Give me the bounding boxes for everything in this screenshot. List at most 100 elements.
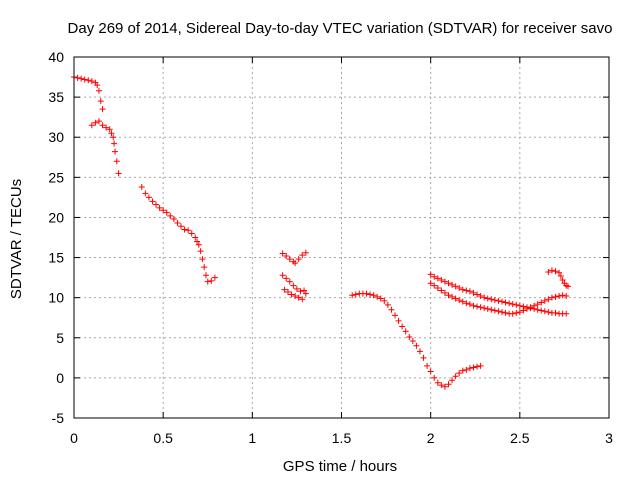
data-point xyxy=(115,170,122,177)
data-point xyxy=(388,306,395,313)
data-point xyxy=(392,312,398,319)
y-axis-label: SDTVAR / TECUs xyxy=(8,179,25,299)
data-point xyxy=(299,296,306,303)
y-tick-label: 15 xyxy=(48,250,64,266)
data-point xyxy=(552,268,559,275)
data-point xyxy=(534,306,541,313)
data-point xyxy=(97,98,104,105)
data-point xyxy=(520,307,527,314)
y-tick-label: 20 xyxy=(48,209,64,225)
data-point xyxy=(103,124,110,131)
data-point xyxy=(456,285,463,292)
data-point xyxy=(409,337,416,344)
data-point xyxy=(204,278,211,285)
data-point xyxy=(178,223,184,230)
data-point xyxy=(381,297,388,304)
data-point xyxy=(85,77,92,84)
data-point xyxy=(441,289,448,296)
data-point xyxy=(495,297,502,304)
y-tick-label: 5 xyxy=(56,330,64,346)
data-point xyxy=(106,126,113,133)
data-point xyxy=(491,307,498,314)
data-point xyxy=(552,293,559,300)
data-point xyxy=(445,381,452,388)
data-point xyxy=(416,348,423,355)
data-point xyxy=(142,190,149,197)
data-point xyxy=(470,289,477,296)
data-point xyxy=(548,267,555,274)
y-tick-label: 35 xyxy=(48,89,64,105)
data-point xyxy=(195,241,202,248)
data-point xyxy=(201,264,208,271)
data-point xyxy=(431,374,438,381)
data-point xyxy=(302,249,309,256)
data-point xyxy=(283,275,290,282)
y-tick-labels: -5 0 5 10 15 20 25 30 35 40 xyxy=(48,49,64,426)
data-point xyxy=(301,287,308,294)
data-point xyxy=(290,282,297,289)
plot-frame xyxy=(73,56,610,419)
data-point xyxy=(163,209,170,216)
data-point xyxy=(527,304,534,311)
data-point xyxy=(466,365,473,372)
data-point xyxy=(491,297,498,304)
data-point xyxy=(513,309,520,316)
data-point xyxy=(502,299,509,306)
data-point xyxy=(516,302,523,309)
data-point xyxy=(563,310,570,317)
data-point xyxy=(481,305,488,312)
data-point xyxy=(192,234,199,241)
data-point xyxy=(548,294,555,301)
data-point xyxy=(374,293,381,300)
data-point xyxy=(541,308,548,315)
series-segment-e-hump xyxy=(545,267,571,290)
data-point xyxy=(95,87,102,94)
series-segment-a-lower xyxy=(88,118,122,177)
data-point xyxy=(563,293,570,300)
data-point xyxy=(279,272,286,279)
data-point xyxy=(477,304,484,311)
chart-title: Day 269 of 2014, Sidereal Day-to-day VTE… xyxy=(68,20,613,37)
data-point xyxy=(167,212,174,219)
data-point xyxy=(293,285,300,292)
data-point xyxy=(438,277,445,284)
data-point xyxy=(211,274,218,281)
data-point xyxy=(506,300,513,307)
data-point xyxy=(541,297,548,304)
data-point xyxy=(283,252,290,259)
data-point xyxy=(99,122,106,129)
series-segment-b xyxy=(138,183,218,285)
data-point xyxy=(99,106,106,113)
data-point xyxy=(424,362,431,369)
data-point xyxy=(459,367,466,374)
data-point xyxy=(559,277,566,284)
data-point xyxy=(452,295,459,302)
data-point xyxy=(94,82,101,89)
data-point xyxy=(297,288,304,295)
series-segment-e-upper xyxy=(427,271,570,317)
data-point xyxy=(88,122,95,129)
data-point xyxy=(431,273,438,280)
data-point xyxy=(523,305,530,312)
data-point xyxy=(481,294,488,301)
data-point xyxy=(531,302,538,309)
data-point xyxy=(108,130,115,137)
data-point xyxy=(95,118,102,125)
data-point xyxy=(285,289,291,296)
data-point xyxy=(81,76,88,83)
data-point xyxy=(145,194,152,201)
data-point xyxy=(160,207,167,214)
data-point xyxy=(477,362,484,369)
data-point xyxy=(474,291,481,298)
data-point xyxy=(302,290,309,297)
data-point xyxy=(509,310,516,317)
data-point xyxy=(484,305,491,312)
data-point xyxy=(208,277,215,284)
series-segment-c-top xyxy=(279,249,309,267)
series-segment-d xyxy=(349,290,484,390)
data-point xyxy=(197,248,204,255)
data-point xyxy=(202,272,209,279)
data-point xyxy=(438,382,445,389)
data-point xyxy=(399,323,406,330)
